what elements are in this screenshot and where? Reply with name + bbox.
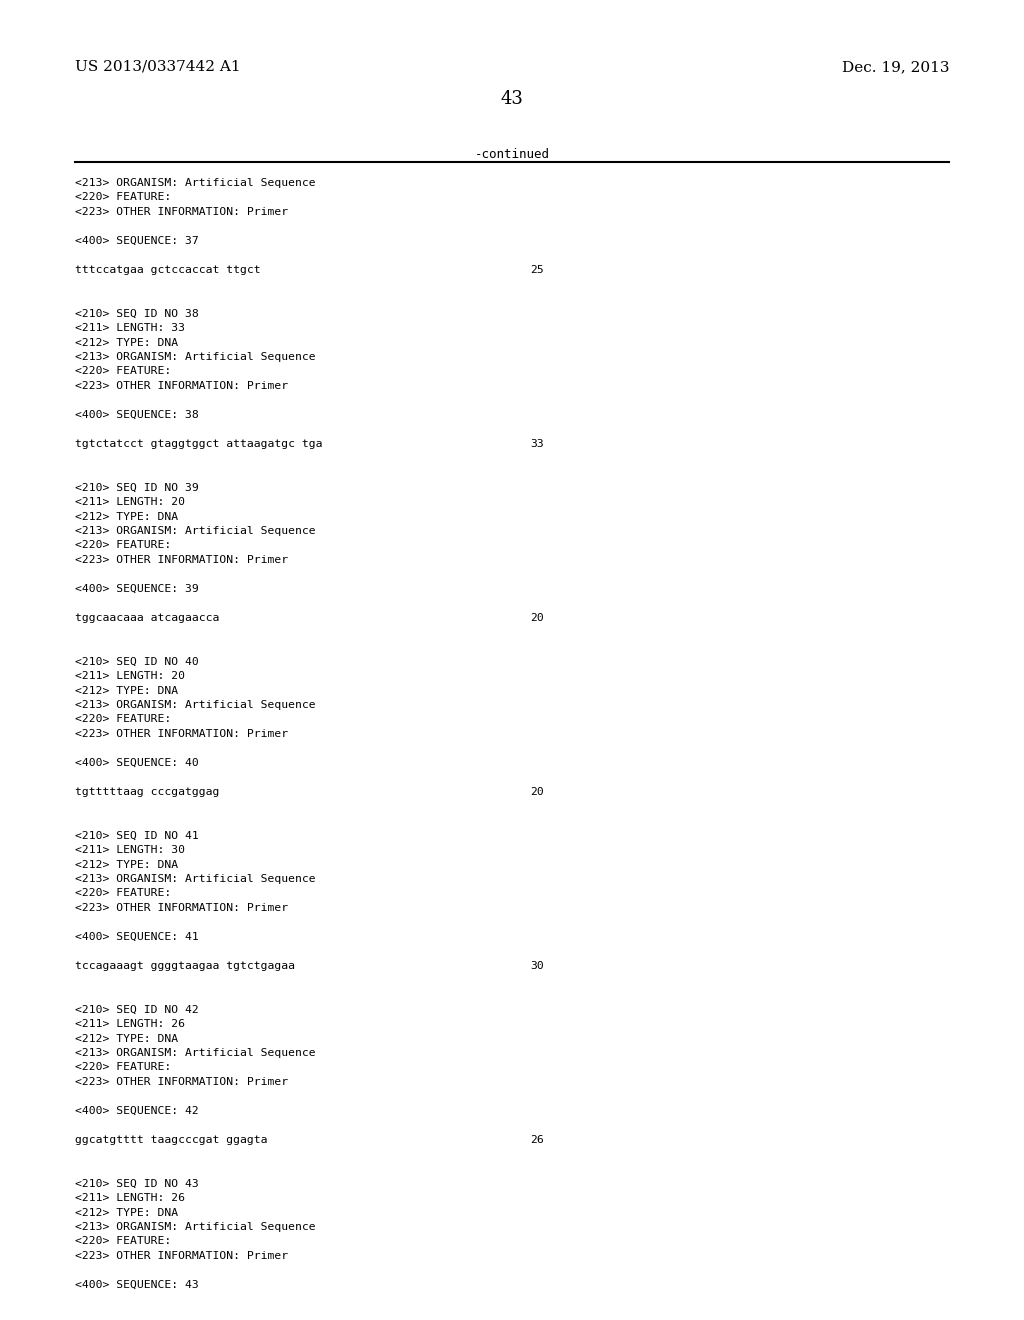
Text: 20: 20 [530, 787, 544, 797]
Text: <211> LENGTH: 30: <211> LENGTH: 30 [75, 845, 185, 855]
Text: tccagaaagt ggggtaagaa tgtctgagaa: tccagaaagt ggggtaagaa tgtctgagaa [75, 961, 295, 972]
Text: <220> FEATURE:: <220> FEATURE: [75, 714, 171, 725]
Text: -continued: -continued [474, 148, 550, 161]
Text: 20: 20 [530, 612, 544, 623]
Text: US 2013/0337442 A1: US 2013/0337442 A1 [75, 59, 241, 74]
Text: <210> SEQ ID NO 42: <210> SEQ ID NO 42 [75, 1005, 199, 1015]
Text: 43: 43 [501, 90, 523, 108]
Text: <211> LENGTH: 26: <211> LENGTH: 26 [75, 1019, 185, 1030]
Text: <400> SEQUENCE: 40: <400> SEQUENCE: 40 [75, 758, 199, 768]
Text: <211> LENGTH: 20: <211> LENGTH: 20 [75, 671, 185, 681]
Text: <223> OTHER INFORMATION: Primer: <223> OTHER INFORMATION: Primer [75, 207, 288, 216]
Text: <212> TYPE: DNA: <212> TYPE: DNA [75, 511, 178, 521]
Text: <210> SEQ ID NO 43: <210> SEQ ID NO 43 [75, 1179, 199, 1188]
Text: <210> SEQ ID NO 38: <210> SEQ ID NO 38 [75, 309, 199, 318]
Text: tgtctatcct gtaggtggct attaagatgc tga: tgtctatcct gtaggtggct attaagatgc tga [75, 440, 323, 449]
Text: <212> TYPE: DNA: <212> TYPE: DNA [75, 1034, 178, 1044]
Text: 33: 33 [530, 440, 544, 449]
Text: 25: 25 [530, 265, 544, 275]
Text: <223> OTHER INFORMATION: Primer: <223> OTHER INFORMATION: Primer [75, 903, 288, 913]
Text: tggcaacaaa atcagaacca: tggcaacaaa atcagaacca [75, 612, 219, 623]
Text: <223> OTHER INFORMATION: Primer: <223> OTHER INFORMATION: Primer [75, 381, 288, 391]
Text: <223> OTHER INFORMATION: Primer: <223> OTHER INFORMATION: Primer [75, 1251, 288, 1261]
Text: <400> SEQUENCE: 38: <400> SEQUENCE: 38 [75, 411, 199, 420]
Text: <212> TYPE: DNA: <212> TYPE: DNA [75, 859, 178, 870]
Text: <211> LENGTH: 33: <211> LENGTH: 33 [75, 323, 185, 333]
Text: <223> OTHER INFORMATION: Primer: <223> OTHER INFORMATION: Primer [75, 729, 288, 739]
Text: <220> FEATURE:: <220> FEATURE: [75, 1063, 171, 1072]
Text: tgtttttaag cccgatggag: tgtttttaag cccgatggag [75, 787, 219, 797]
Text: 30: 30 [530, 961, 544, 972]
Text: <400> SEQUENCE: 43: <400> SEQUENCE: 43 [75, 1280, 199, 1290]
Text: <213> ORGANISM: Artificial Sequence: <213> ORGANISM: Artificial Sequence [75, 700, 315, 710]
Text: ggcatgtttt taagcccgat ggagta: ggcatgtttt taagcccgat ggagta [75, 1135, 267, 1144]
Text: <213> ORGANISM: Artificial Sequence: <213> ORGANISM: Artificial Sequence [75, 874, 315, 884]
Text: <211> LENGTH: 20: <211> LENGTH: 20 [75, 498, 185, 507]
Text: <213> ORGANISM: Artificial Sequence: <213> ORGANISM: Artificial Sequence [75, 178, 315, 187]
Text: Dec. 19, 2013: Dec. 19, 2013 [842, 59, 949, 74]
Text: <400> SEQUENCE: 42: <400> SEQUENCE: 42 [75, 1106, 199, 1115]
Text: <400> SEQUENCE: 41: <400> SEQUENCE: 41 [75, 932, 199, 942]
Text: <223> OTHER INFORMATION: Primer: <223> OTHER INFORMATION: Primer [75, 554, 288, 565]
Text: <213> ORGANISM: Artificial Sequence: <213> ORGANISM: Artificial Sequence [75, 1222, 315, 1232]
Text: <400> SEQUENCE: 37: <400> SEQUENCE: 37 [75, 236, 199, 246]
Text: <400> SEQUENCE: 39: <400> SEQUENCE: 39 [75, 583, 199, 594]
Text: <212> TYPE: DNA: <212> TYPE: DNA [75, 338, 178, 347]
Text: <220> FEATURE:: <220> FEATURE: [75, 540, 171, 550]
Text: <220> FEATURE:: <220> FEATURE: [75, 1237, 171, 1246]
Text: <212> TYPE: DNA: <212> TYPE: DNA [75, 1208, 178, 1217]
Text: <213> ORGANISM: Artificial Sequence: <213> ORGANISM: Artificial Sequence [75, 1048, 315, 1059]
Text: <220> FEATURE:: <220> FEATURE: [75, 193, 171, 202]
Text: <213> ORGANISM: Artificial Sequence: <213> ORGANISM: Artificial Sequence [75, 352, 315, 362]
Text: <210> SEQ ID NO 40: <210> SEQ ID NO 40 [75, 656, 199, 667]
Text: <210> SEQ ID NO 41: <210> SEQ ID NO 41 [75, 830, 199, 841]
Text: 26: 26 [530, 1135, 544, 1144]
Text: <211> LENGTH: 26: <211> LENGTH: 26 [75, 1193, 185, 1203]
Text: <212> TYPE: DNA: <212> TYPE: DNA [75, 685, 178, 696]
Text: <220> FEATURE:: <220> FEATURE: [75, 888, 171, 899]
Text: <223> OTHER INFORMATION: Primer: <223> OTHER INFORMATION: Primer [75, 1077, 288, 1086]
Text: tttccatgaa gctccaccat ttgct: tttccatgaa gctccaccat ttgct [75, 265, 261, 275]
Text: <213> ORGANISM: Artificial Sequence: <213> ORGANISM: Artificial Sequence [75, 525, 315, 536]
Text: <220> FEATURE:: <220> FEATURE: [75, 367, 171, 376]
Text: <210> SEQ ID NO 39: <210> SEQ ID NO 39 [75, 483, 199, 492]
